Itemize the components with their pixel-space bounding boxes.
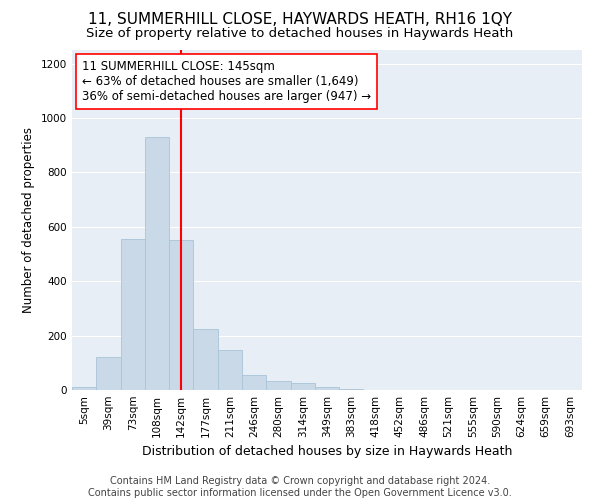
Text: Contains HM Land Registry data © Crown copyright and database right 2024.
Contai: Contains HM Land Registry data © Crown c… <box>88 476 512 498</box>
Bar <box>121 239 145 390</box>
Bar <box>242 375 266 390</box>
Bar <box>145 137 169 390</box>
Bar <box>96 358 121 390</box>
Bar <box>218 350 242 390</box>
Bar <box>193 329 218 390</box>
Text: 11 SUMMERHILL CLOSE: 145sqm
← 63% of detached houses are smaller (1,649)
36% of : 11 SUMMERHILL CLOSE: 145sqm ← 63% of det… <box>82 60 371 103</box>
X-axis label: Distribution of detached houses by size in Haywards Heath: Distribution of detached houses by size … <box>142 446 512 458</box>
Bar <box>339 388 364 390</box>
Bar <box>290 383 315 390</box>
Bar <box>266 381 290 390</box>
Y-axis label: Number of detached properties: Number of detached properties <box>22 127 35 313</box>
Text: Size of property relative to detached houses in Haywards Heath: Size of property relative to detached ho… <box>86 28 514 40</box>
Bar <box>315 388 339 390</box>
Bar <box>72 388 96 390</box>
Bar <box>169 240 193 390</box>
Text: 11, SUMMERHILL CLOSE, HAYWARDS HEATH, RH16 1QY: 11, SUMMERHILL CLOSE, HAYWARDS HEATH, RH… <box>88 12 512 28</box>
